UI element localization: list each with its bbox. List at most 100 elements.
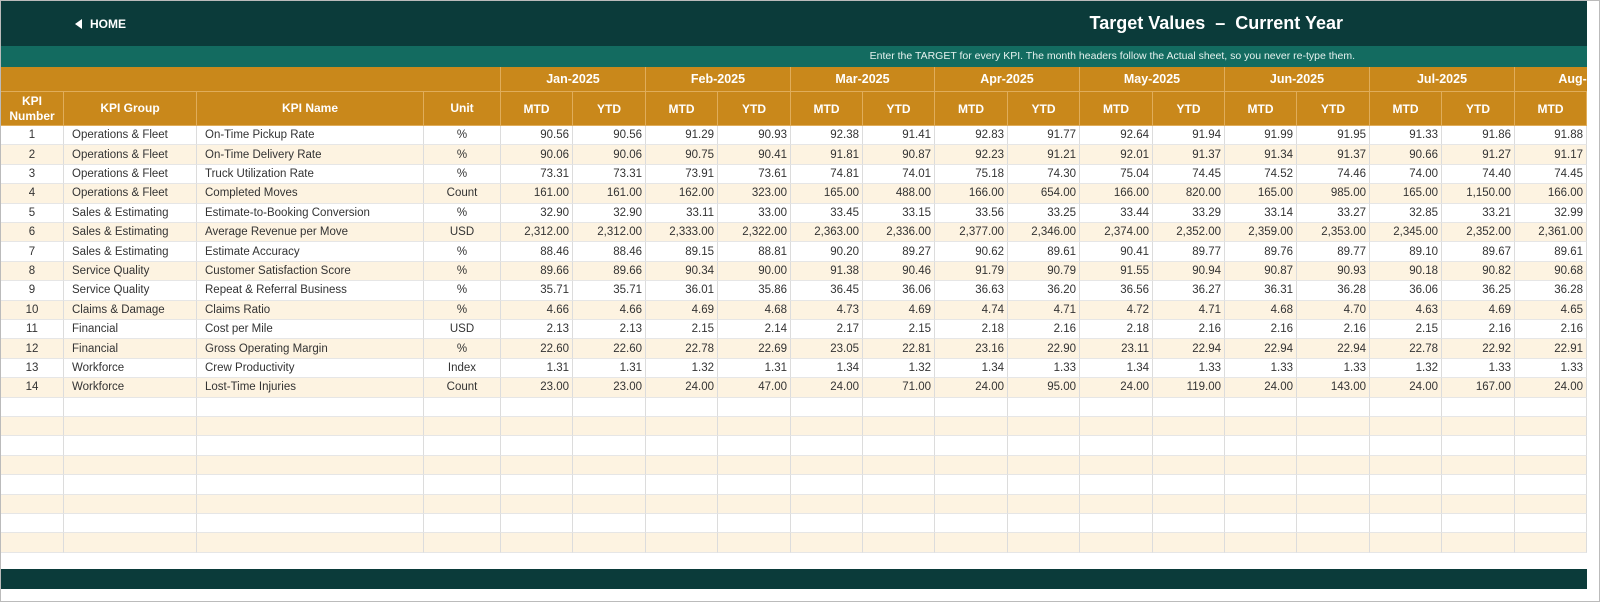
empty-cell [791,397,863,417]
table-cell: 33.27 [1297,203,1370,223]
table-cell: 2.16 [1297,320,1370,340]
table-cell: 89.67 [1442,242,1515,262]
table-cell: 90.18 [1370,261,1442,282]
empty-cell [501,475,573,495]
table-cell: 33.15 [863,203,935,223]
table-cell: 2,353.00 [1297,223,1370,243]
table-cell: 33.44 [1080,203,1153,223]
table-cell: 89.27 [863,242,935,262]
table-cell: 12 [1,339,64,359]
table-cell: 4.69 [646,300,718,320]
table-cell: % [424,339,501,359]
table-cell: 36.28 [1297,281,1370,301]
table-cell: 24.00 [646,378,718,398]
table-cell: Gross Operating Margin [197,339,424,359]
empty-cell [1225,436,1297,456]
table-cell: 2.15 [1370,320,1442,340]
table-cell: 91.94 [1153,126,1225,146]
table-cell: 22.94 [1225,339,1297,359]
empty-cell [501,417,573,437]
table-cell: 91.27 [1442,145,1515,165]
sub-header: MTD [1370,92,1442,126]
empty-cell [1370,436,1442,456]
table-cell: 11 [1,320,64,340]
table-cell: 90.87 [863,145,935,165]
empty-cell [718,455,791,476]
table-cell: Sales & Estimating [64,203,197,223]
empty-cell [1,455,64,476]
table-cell: 91.86 [1442,126,1515,146]
empty-cell [1370,417,1442,437]
table-cell: 75.18 [935,164,1008,185]
column-header: Unit [424,92,501,126]
column-header: KPI Group [64,92,197,126]
table-cell: 22.81 [863,339,935,359]
table-cell: Index [424,358,501,379]
table-cell: 33.29 [1153,203,1225,223]
empty-cell [573,533,646,553]
table-cell: 2,336.00 [863,223,935,243]
table-cell: 2,312.00 [573,223,646,243]
empty-cell [1008,514,1080,534]
month-header: Jun-2025 [1225,67,1370,92]
empty-cell [1370,514,1442,534]
table-cell: 74.01 [863,164,935,185]
table-cell: 90.06 [573,145,646,165]
empty-cell [197,417,424,437]
table-cell: 1 [1,126,64,146]
table-cell: 91.77 [1008,126,1080,146]
table-cell: 985.00 [1297,184,1370,204]
table-cell: 90.93 [1297,261,1370,282]
empty-cell [1008,455,1080,476]
empty-cell [1442,436,1515,456]
table-cell: 2,346.00 [1008,223,1080,243]
table-cell: 88.46 [573,242,646,262]
empty-cell [646,514,718,534]
home-button[interactable]: HOME [75,15,126,33]
empty-cell [1080,514,1153,534]
table-cell: 22.94 [1153,339,1225,359]
empty-cell [646,417,718,437]
empty-cell [1080,494,1153,514]
empty-cell [1442,494,1515,514]
table-cell: 90.79 [1008,261,1080,282]
table-cell: Financial [64,320,197,340]
table-cell: Service Quality [64,261,197,282]
table-cell: 73.31 [573,164,646,185]
table-cell: 91.34 [1225,145,1297,165]
table-cell: 35.86 [718,281,791,301]
table-cell: 90.62 [935,242,1008,262]
empty-cell [424,397,501,417]
table-cell: 89.77 [1297,242,1370,262]
empty-cell [718,533,791,553]
empty-cell [573,417,646,437]
table-cell: 90.75 [646,145,718,165]
table-cell: 91.79 [935,261,1008,282]
table-cell: 166.00 [1515,184,1587,204]
sub-header: MTD [935,92,1008,126]
table-cell: 2,374.00 [1080,223,1153,243]
table-cell: 35.71 [573,281,646,301]
table-cell: 74.45 [1153,164,1225,185]
empty-cell [424,436,501,456]
empty-cell [424,533,501,553]
empty-cell [791,417,863,437]
table-cell: 88.46 [501,242,573,262]
column-header: KPI Name [197,92,424,126]
empty-cell [935,455,1008,476]
empty-cell [646,397,718,417]
table-cell: Workforce [64,358,197,379]
table-cell: 23.11 [1080,339,1153,359]
table-cell: USD [424,223,501,243]
table-cell: 89.77 [1153,242,1225,262]
table-cell: % [424,126,501,146]
table-cell: 4.70 [1297,300,1370,320]
empty-cell [573,494,646,514]
table-cell: Cost per Mile [197,320,424,340]
table-cell: 35.71 [501,281,573,301]
table-cell: % [424,300,501,320]
empty-cell [1080,397,1153,417]
empty-cell [1297,455,1370,476]
table-cell: 91.17 [1515,145,1587,165]
empty-cell [1442,533,1515,553]
